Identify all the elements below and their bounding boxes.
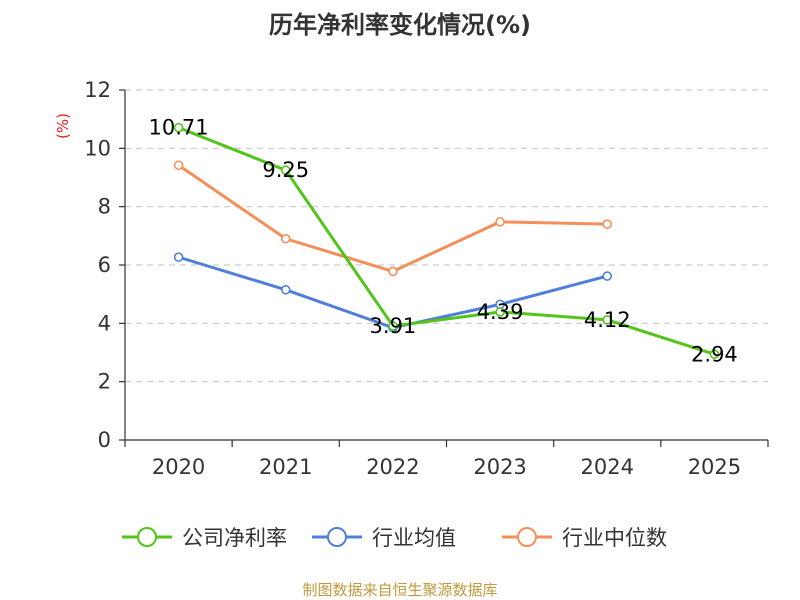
x-tick-label: 2024	[581, 455, 634, 479]
data-label: 4.39	[477, 300, 524, 324]
x-tick-label: 2022	[366, 455, 419, 479]
series-line	[177, 164, 608, 273]
y-tick-label: 10	[84, 136, 111, 160]
legend-marker	[517, 527, 537, 547]
data-point	[388, 321, 398, 331]
legend-item-2[interactable]: 行业中位数	[502, 526, 667, 550]
data-label: 9.25	[262, 158, 309, 182]
legend: 公司净利率 行业均值 行业中位数	[122, 526, 667, 550]
data-point	[709, 349, 720, 360]
data-point	[602, 219, 613, 229]
data-labels: 10.71 9.25 3.91 4.39 4.12 2.94	[149, 116, 738, 367]
series-0	[173, 122, 720, 360]
data-point	[173, 160, 184, 171]
series-lines	[173, 122, 720, 360]
legend-item-0[interactable]: 公司净利率	[122, 526, 287, 550]
x-tick-label: 2023	[473, 455, 526, 479]
axes: 0 2 4 6 8 10 12 2020 2021 2022 2023 2024 2025	[84, 78, 769, 479]
legend-item-1[interactable]: 行业均值	[312, 526, 456, 550]
y-tick-label: 2	[98, 370, 111, 394]
y-tick-label: 6	[98, 253, 111, 277]
x-tick-label: 2020	[152, 455, 205, 479]
data-point	[173, 122, 184, 133]
source-note: 制图数据来自恒生聚源数据库	[302, 581, 497, 599]
chart-title: 历年净利率变化情况(%)	[269, 11, 531, 39]
data-point	[280, 233, 291, 244]
y-tick-label: 12	[84, 78, 111, 102]
data-point	[388, 266, 398, 277]
legend-marker	[327, 527, 347, 547]
y-tick-label: 8	[98, 195, 111, 219]
y-tick-label: 0	[98, 428, 111, 452]
series-2	[173, 160, 613, 277]
y-tick-label: 4	[98, 311, 111, 335]
data-label: 4.12	[584, 308, 631, 332]
x-tick-label: 2025	[688, 455, 741, 479]
data-point	[602, 271, 613, 281]
data-label: 10.71	[149, 116, 209, 140]
data-point	[495, 307, 505, 317]
data-point	[495, 217, 505, 227]
legend-marker	[137, 527, 157, 547]
data-label: 3.91	[370, 314, 417, 338]
data-point	[173, 252, 184, 262]
legend-label: 行业中位数	[562, 526, 667, 550]
data-point	[602, 315, 613, 325]
data-point	[280, 284, 291, 295]
legend-label: 公司净利率	[182, 526, 287, 550]
data-point	[280, 165, 291, 176]
y-axis-unit-label: (%)	[54, 113, 72, 139]
x-tick-label: 2021	[259, 455, 312, 479]
legend-label: 行业均值	[372, 526, 456, 550]
grid-lines	[125, 89, 768, 383]
series-line	[178, 126, 715, 356]
data-label: 2.94	[691, 342, 738, 366]
